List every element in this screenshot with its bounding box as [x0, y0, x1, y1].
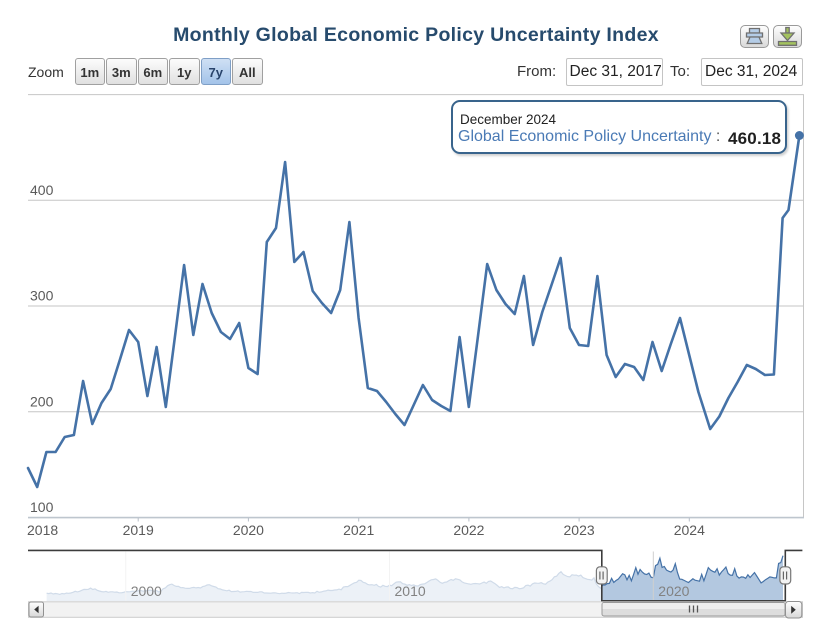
svg-text:2022: 2022 [453, 522, 484, 538]
svg-text:100: 100 [30, 499, 54, 515]
svg-text:2024: 2024 [674, 522, 705, 538]
svg-text:2010: 2010 [395, 583, 426, 599]
svg-text:400: 400 [30, 182, 54, 198]
svg-text:300: 300 [30, 288, 54, 304]
svg-text:2000: 2000 [131, 583, 162, 599]
svg-text:2019: 2019 [123, 522, 154, 538]
svg-text:2021: 2021 [343, 522, 374, 538]
svg-text:200: 200 [30, 393, 54, 409]
svg-text:2018: 2018 [27, 522, 58, 538]
svg-text:2020: 2020 [658, 583, 689, 599]
svg-text:2020: 2020 [233, 522, 264, 538]
svg-text:2023: 2023 [564, 522, 595, 538]
